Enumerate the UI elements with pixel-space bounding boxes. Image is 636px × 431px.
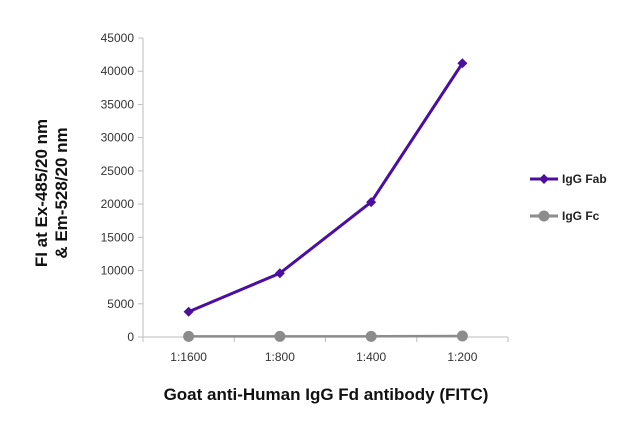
data-point <box>274 330 286 342</box>
series-layer <box>183 58 468 342</box>
x-axis-ticks: 1:1600 1:800 1:400 1:200 <box>142 337 509 364</box>
y-tick-label: 35000 <box>101 97 135 111</box>
legend-marker <box>539 174 549 184</box>
data-point <box>274 268 285 279</box>
y-axis-ticks: 0 5000 10000 15000 20000 25000 30000 35000 40000… <box>101 31 143 344</box>
y-tick-label: 5000 <box>107 297 134 311</box>
y-axis-title-line: & Em-528/20 nm <box>52 127 71 258</box>
y-tick-label: 25000 <box>101 164 135 178</box>
legend-item: IgG Fc <box>530 209 600 223</box>
x-axis-title: Goat anti-Human IgG Fd antibody (FITC) <box>164 385 489 404</box>
legend-label: IgG Fab <box>562 172 607 186</box>
x-tick-label: 1:1600 <box>170 350 207 364</box>
y-tick-label: 0 <box>127 330 134 344</box>
x-tick-label: 1:200 <box>447 350 477 364</box>
y-tick-label: 20000 <box>101 197 135 211</box>
y-tick-label: 45000 <box>101 31 135 45</box>
legend-item: IgG Fab <box>530 172 607 186</box>
series-line <box>188 62 464 314</box>
legend-label: IgG Fc <box>562 209 600 223</box>
data-point <box>183 306 194 317</box>
y-tick-label: 10000 <box>101 264 135 278</box>
x-tick-label: 1:400 <box>356 350 386 364</box>
data-point <box>366 197 377 208</box>
series-igg-fab <box>183 58 468 317</box>
series-igg-fc <box>183 330 468 342</box>
legend-marker <box>538 210 550 222</box>
y-axis-title-line: FI at Ex-485/20 nm <box>32 119 51 267</box>
data-point <box>457 58 468 69</box>
y-tick-label: 30000 <box>101 131 135 145</box>
data-point <box>456 330 468 342</box>
legend: IgG Fab IgG Fc <box>530 172 607 223</box>
data-point <box>183 330 195 342</box>
plot-area <box>142 38 508 338</box>
data-point <box>365 330 377 342</box>
y-tick-label: 15000 <box>101 230 135 244</box>
x-tick-label: 1:800 <box>265 350 295 364</box>
y-axis-title: FI at Ex-485/20 nm& Em-528/20 nm <box>32 119 71 267</box>
y-tick-label: 40000 <box>101 64 135 78</box>
